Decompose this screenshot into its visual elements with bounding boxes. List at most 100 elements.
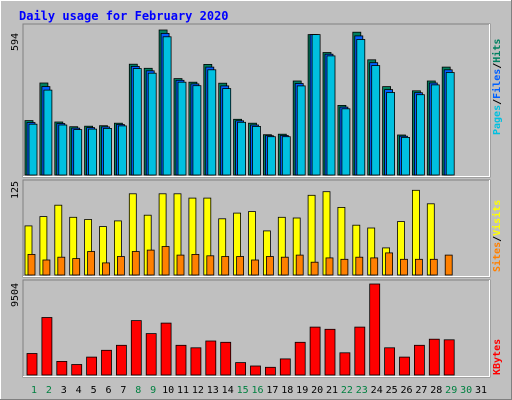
hits-files-pages-pages-bar (103, 127, 112, 176)
visits-sites-sites-bar (72, 258, 81, 276)
panel-visits-sites (22, 179, 491, 278)
legend-label: / (492, 236, 503, 242)
x-tick-label: 9 (150, 385, 156, 396)
visits-sites-sites-bar (444, 254, 453, 276)
hits-files-pages-pages-bar (43, 89, 53, 176)
hits-files-pages-pages-bar (386, 92, 396, 176)
y-max-hits: 594 (10, 33, 21, 51)
visits-sites-sites-bar (265, 256, 274, 276)
kbytes-kbytes-bar (130, 320, 142, 376)
x-tick-label: 8 (135, 385, 141, 396)
hits-files-pages-pages-bar (296, 85, 306, 176)
visits-sites-sites-bar (295, 254, 304, 276)
kbytes-bars (26, 283, 455, 376)
legend-label: KBytes (492, 339, 503, 375)
hits-files-pages-pages-bar (132, 68, 142, 176)
hits-files-pages-pages-bar (192, 85, 202, 176)
visits-sites-sites-bar (131, 251, 140, 276)
visits-sites-sites-bar (310, 261, 319, 276)
kbytes-kbytes-bar (175, 344, 187, 376)
visits-sites-sites-bar (57, 256, 66, 276)
visits-sites-sites-bar (340, 258, 349, 276)
kbytes-kbytes-bar (384, 347, 396, 376)
kbytes-kbytes-bar (26, 353, 38, 376)
x-tick-label: 4 (76, 385, 82, 396)
kbytes-kbytes-bar (309, 326, 321, 376)
hits-files-pages-pages-bar (430, 84, 440, 176)
visits-sites-sites-bar (355, 256, 364, 276)
visits-sites-sites-bar (280, 256, 289, 276)
x-tick-label: 17 (266, 385, 278, 396)
x-tick-label: 28 (430, 385, 442, 396)
kbytes-kbytes-bar (264, 366, 276, 376)
hits-files-pages-pages-bar (222, 88, 232, 176)
x-tick-label: 27 (415, 385, 427, 396)
visits-sites-sites-bar (414, 258, 423, 276)
x-tick-label: 2 (46, 385, 52, 396)
x-tick-label: 15 (237, 385, 249, 396)
visits-sites-sites-bar (206, 255, 215, 276)
hits-files-pages-pages-bar (356, 39, 366, 176)
hits-files-pages-pages-bar (311, 34, 321, 176)
hits-files-pages-pages-bar (266, 136, 276, 176)
hits-files-pages-pages-bar (237, 121, 247, 176)
legend-hits-files-pages: Pages/Files/Hits (491, 39, 503, 135)
hits-files-pages-pages-bar (162, 36, 172, 176)
hits-files-pages-pages-bar (401, 136, 410, 176)
visits-sites-sites-bar (325, 257, 334, 276)
kbytes-kbytes-bar (369, 283, 381, 376)
kbytes-kbytes-bar (235, 362, 247, 376)
hits-files-pages-pages-bar (326, 55, 336, 176)
legend-label: Sites (491, 242, 503, 272)
chart-title: Daily usage for February 2020 (19, 9, 229, 23)
x-tick-label: 29 (445, 385, 457, 396)
x-tick-label: 16 (251, 385, 263, 396)
x-axis-day-labels: 1 2 3 4 5 6 7 8 9 10 11 12 13 14 15 16 17 18 19 20 21 22 23 24 2… (31, 385, 487, 396)
x-tick-label: 21 (326, 385, 338, 396)
visits-sites-sites-bar (27, 253, 36, 276)
kbytes-kbytes-bar (354, 326, 366, 376)
legend-label: Pages (492, 105, 503, 135)
x-tick-label: 7 (120, 385, 126, 396)
kbytes-kbytes-bar (56, 360, 68, 376)
visits-sites-sites-bar (236, 256, 245, 276)
kbytes-kbytes-bar (250, 365, 261, 376)
panel-hits-files-pages (22, 23, 491, 178)
x-tick-label: 26 (400, 385, 412, 396)
x-tick-label: 23 (356, 385, 368, 396)
kbytes-kbytes-bar (41, 317, 53, 376)
visits-sites-bars (24, 189, 453, 276)
hits-files-pages-pages-bar (28, 123, 38, 176)
x-tick-label: 25 (386, 385, 398, 396)
visits-sites-sites-bar (429, 258, 438, 276)
kbytes-kbytes-bar (413, 344, 425, 376)
hits-files-pages-pages-bar (445, 72, 455, 176)
kbytes-kbytes-bar (101, 349, 112, 376)
legend-label: Files (491, 69, 503, 99)
visits-sites-sites-bar (251, 259, 259, 276)
hits-files-pages-pages-bar (371, 65, 381, 176)
x-tick-label: 1 (31, 385, 37, 396)
kbytes-kbytes-bar (190, 347, 202, 376)
hits-files-pages-pages-bar (207, 69, 217, 176)
x-tick-label: 11 (177, 385, 189, 396)
visits-sites-sites-bar (87, 251, 95, 276)
x-tick-label: 13 (207, 385, 219, 396)
visits-sites-legend-text: Sites/Visits (491, 200, 503, 272)
kbytes-kbytes-bar (145, 333, 157, 376)
hits-files-pages-bars (24, 29, 455, 176)
kbytes-kbytes-bar (279, 358, 291, 376)
legend-visits-sites: Sites/Visits (491, 200, 503, 272)
visits-sites-sites-bar (146, 249, 155, 276)
kbytes-legend-text: KBytes (492, 339, 503, 375)
visits-sites-sites-bar (117, 256, 125, 276)
x-tick-label: 5 (91, 385, 97, 396)
x-tick-label: 24 (371, 385, 383, 396)
y-max-visits: 125 (10, 181, 21, 199)
x-tick-label: 10 (162, 385, 174, 396)
kbytes-kbytes-bar (428, 338, 440, 376)
x-tick-label: 3 (61, 385, 67, 396)
x-tick-label: 18 (281, 385, 293, 396)
x-tick-label: 6 (105, 385, 111, 396)
legend-kbytes: KBytes (492, 339, 503, 375)
